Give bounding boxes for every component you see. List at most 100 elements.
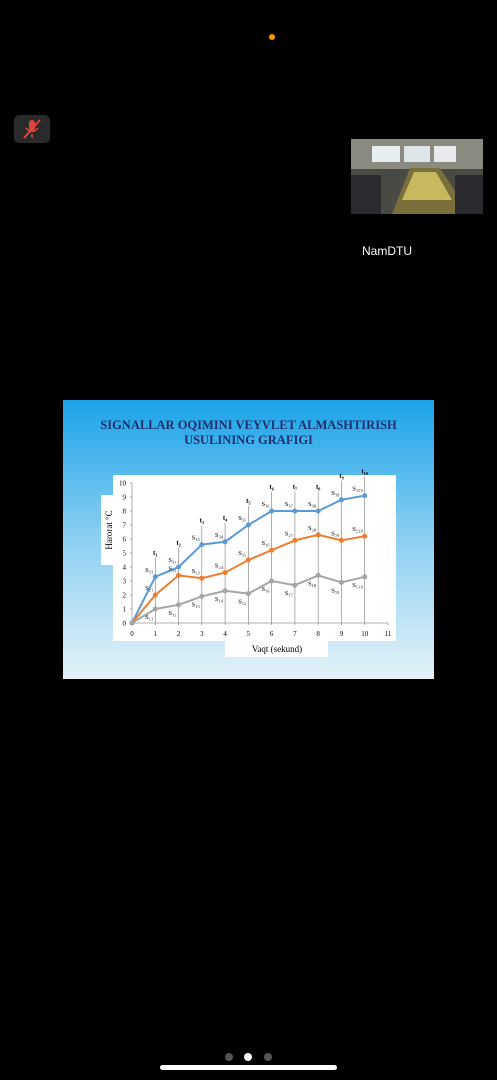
data-point xyxy=(315,572,321,578)
point-label: S₃₈ xyxy=(308,501,316,508)
point-label: S₁₁ xyxy=(145,614,153,621)
point-label: S₃₉ xyxy=(331,490,339,497)
y-tick-label: 3 xyxy=(123,578,127,586)
y-tick-label: 6 xyxy=(123,536,127,544)
participant-video[interactable] xyxy=(351,139,483,214)
x-axis-label: Vaqt (sekund) xyxy=(252,644,302,654)
point-label: S₁₁₀ xyxy=(352,582,362,589)
point-label: S₂₆ xyxy=(261,540,269,547)
point-label: S₂₁₀ xyxy=(352,526,362,533)
time-label: t₄ xyxy=(223,514,228,522)
point-label: S₃₄ xyxy=(215,532,224,539)
data-point xyxy=(176,564,182,570)
x-tick-label: 10 xyxy=(361,630,369,638)
x-tick-label: 8 xyxy=(316,630,320,638)
y-tick-label: 9 xyxy=(123,494,127,502)
home-indicator xyxy=(160,1065,337,1070)
data-point xyxy=(315,508,321,514)
x-tick-label: 5 xyxy=(247,630,251,638)
data-point xyxy=(245,591,251,597)
y-tick-label: 4 xyxy=(123,564,127,572)
point-label: S₂₇ xyxy=(285,530,293,537)
x-tick-label: 2 xyxy=(177,630,181,638)
data-point xyxy=(222,539,228,545)
xlabel-box xyxy=(225,640,328,657)
data-point xyxy=(269,547,275,553)
point-label: S₂₅ xyxy=(238,550,246,557)
data-point xyxy=(362,493,368,499)
time-label: t₇ xyxy=(293,483,297,491)
point-label: S₂₈ xyxy=(308,525,316,532)
page-indicator[interactable] xyxy=(225,1053,272,1061)
time-label: t₅ xyxy=(246,497,250,505)
data-point xyxy=(315,532,321,538)
x-tick-label: 6 xyxy=(270,630,274,638)
data-point xyxy=(176,602,182,608)
data-point xyxy=(199,542,205,548)
data-point xyxy=(292,582,298,588)
mic-muted-button[interactable] xyxy=(14,115,50,143)
data-point xyxy=(152,606,158,612)
data-point xyxy=(129,620,135,626)
y-tick-label: 0 xyxy=(123,620,127,628)
x-tick-label: 7 xyxy=(293,630,297,638)
data-point xyxy=(292,537,298,543)
data-point xyxy=(152,592,158,598)
y-tick-label: 2 xyxy=(123,592,127,600)
data-point xyxy=(338,579,344,585)
point-label: S₁₈ xyxy=(308,580,316,587)
time-label: t₆ xyxy=(269,483,273,491)
data-point xyxy=(338,497,344,503)
point-label: S₂₁ xyxy=(145,585,153,592)
slide-title: SIGNALLAR OQIMINI VEYVLET ALMASHTIRISH U… xyxy=(100,418,397,447)
data-point xyxy=(176,572,182,578)
point-label: S₃₅ xyxy=(238,515,246,522)
x-tick-label: 11 xyxy=(385,630,392,638)
point-label: S₃₇ xyxy=(285,501,293,508)
point-label: S₃₂ xyxy=(168,557,176,564)
y-tick-label: 7 xyxy=(123,522,127,530)
data-point xyxy=(362,533,368,539)
point-label: S₃₁₀ xyxy=(352,486,362,493)
data-point xyxy=(199,593,205,599)
point-label: S₂₄ xyxy=(215,563,224,570)
participant-name: NamDTU xyxy=(362,244,412,258)
point-label: S₁₂ xyxy=(168,610,176,617)
data-point xyxy=(245,557,251,563)
point-label: S₂₂ xyxy=(168,565,176,572)
data-point xyxy=(152,574,158,580)
time-label: t₈ xyxy=(316,483,320,491)
data-point xyxy=(199,575,205,581)
point-label: S₃₆ xyxy=(261,501,269,508)
data-point xyxy=(222,588,228,594)
time-label: t₃ xyxy=(200,517,204,525)
point-label: S₁₅ xyxy=(238,599,246,606)
point-label: S₃₃ xyxy=(192,535,200,542)
x-tick-label: 9 xyxy=(340,630,344,638)
point-label: S₁₇ xyxy=(285,590,293,597)
point-label: S₁₃ xyxy=(192,601,200,608)
data-point xyxy=(269,578,275,584)
data-point xyxy=(292,508,298,514)
x-tick-label: 3 xyxy=(200,630,204,638)
recording-dot xyxy=(269,34,275,40)
data-point xyxy=(269,508,275,514)
time-label: t₁ xyxy=(153,549,157,557)
data-point xyxy=(222,570,228,576)
y-axis-label: Harorat °C xyxy=(104,510,114,549)
x-tick-label: 4 xyxy=(223,630,227,638)
data-point xyxy=(245,522,251,528)
data-point xyxy=(362,574,368,580)
x-tick-label: 1 xyxy=(154,630,158,638)
time-label: t₂ xyxy=(176,539,180,547)
point-label: S₃₁ xyxy=(145,567,153,574)
data-point xyxy=(338,537,344,543)
point-label: S₁₄ xyxy=(215,596,224,603)
time-label: t₉ xyxy=(339,472,343,480)
point-label: S₁₉ xyxy=(331,587,339,594)
time-label: t₁₀ xyxy=(361,468,368,476)
y-tick-label: 8 xyxy=(123,508,127,516)
ylabel-box xyxy=(101,495,115,565)
